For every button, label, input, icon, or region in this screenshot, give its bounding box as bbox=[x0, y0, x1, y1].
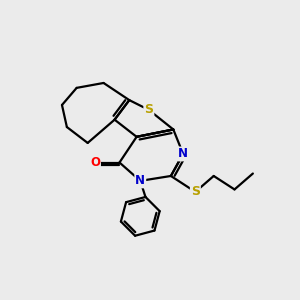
Text: S: S bbox=[144, 103, 153, 116]
Text: S: S bbox=[191, 185, 200, 198]
Text: O: O bbox=[90, 156, 100, 169]
Text: N: N bbox=[178, 147, 188, 161]
Text: N: N bbox=[135, 174, 145, 188]
